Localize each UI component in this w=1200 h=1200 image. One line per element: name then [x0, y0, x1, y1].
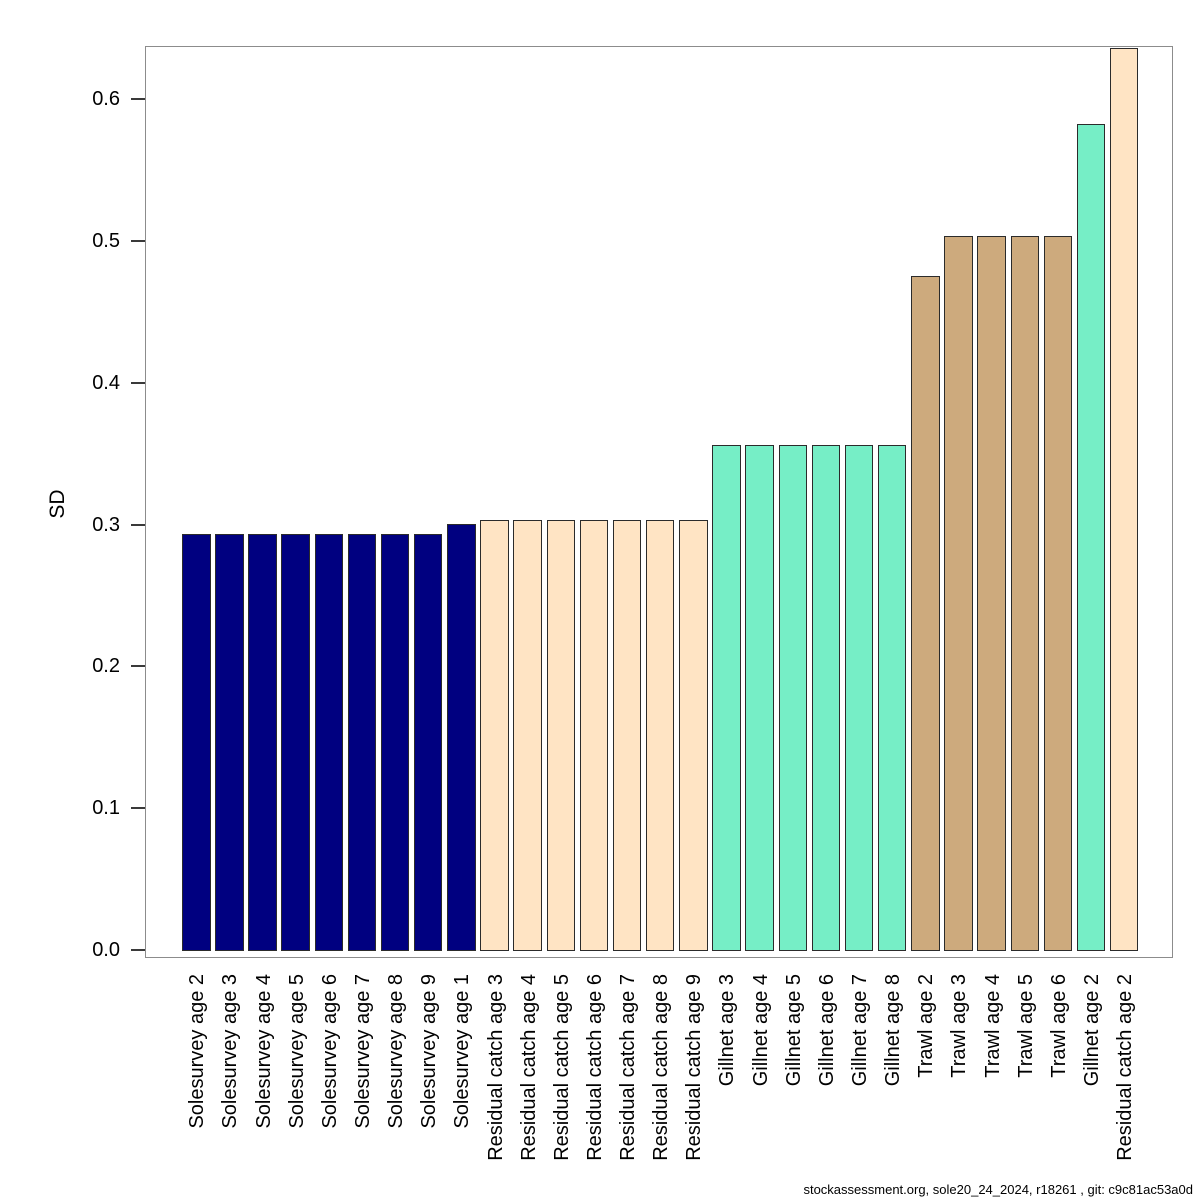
- bar: [844, 444, 874, 951]
- bar: [380, 534, 410, 951]
- x-axis-label: Residual catch age 5: [550, 974, 573, 1161]
- bar: [1076, 124, 1106, 951]
- bar: [811, 444, 841, 951]
- bar: [314, 534, 344, 951]
- bar: [712, 444, 741, 951]
- bar: [513, 519, 542, 951]
- x-axis-label: Residual catch age 6: [583, 974, 606, 1161]
- y-tick-label: 0.2: [92, 655, 120, 678]
- x-axis-label: Solesurvey age 6: [318, 974, 341, 1129]
- bar: [778, 444, 808, 951]
- bar: [546, 519, 576, 951]
- x-axis-label: Trawl age 2: [915, 974, 938, 1078]
- bar: [679, 519, 708, 951]
- bar: [745, 444, 774, 951]
- bar: [877, 444, 907, 951]
- x-axis-label: Residual catch age 4: [517, 974, 540, 1161]
- x-axis-label: Solesurvey age 9: [418, 974, 441, 1129]
- x-axis-label: Gillnet age 3: [716, 974, 739, 1087]
- x-axis-label: Solesurvey age 3: [219, 974, 242, 1129]
- y-tick-label: 0.0: [92, 939, 120, 961]
- bar: [1010, 236, 1039, 951]
- x-axis-label: Solesurvey age 8: [385, 974, 408, 1129]
- x-axis-label: Gillnet age 2: [1081, 974, 1104, 1087]
- bar: [612, 519, 642, 951]
- x-axis-label: Residual catch age 9: [683, 974, 706, 1161]
- bar: [645, 519, 675, 951]
- footer-credit: stockassessment.org, sole20_24_2024, r18…: [803, 1182, 1193, 1197]
- bar: [977, 236, 1006, 951]
- x-axis-label: Gillnet age 5: [782, 974, 805, 1087]
- x-axis-label: Trawl age 6: [1047, 974, 1070, 1078]
- x-axis-label: Gillnet age 6: [815, 974, 838, 1087]
- x-axis-label: Trawl age 4: [981, 974, 1004, 1078]
- y-tick: [131, 523, 145, 526]
- x-axis-label: Trawl age 3: [948, 974, 971, 1078]
- x-axis-label: Solesurvey age 7: [351, 974, 374, 1129]
- x-axis-label: Solesurvey age 4: [252, 974, 275, 1129]
- bar: [944, 236, 973, 951]
- y-tick-label: 0.3: [92, 513, 120, 536]
- bar: [579, 519, 609, 951]
- x-axis-label: Residual catch age 7: [617, 974, 640, 1161]
- bar: [911, 276, 940, 951]
- bar: [480, 519, 509, 951]
- bar: [413, 534, 443, 951]
- y-tick-label: 0.1: [92, 797, 120, 820]
- y-tick: [131, 240, 145, 242]
- bar: [1109, 47, 1139, 951]
- y-tick: [131, 381, 145, 384]
- x-axis-label: Solesurvey age 2: [186, 974, 209, 1129]
- x-axis-label: Residual catch age 2: [1114, 974, 1137, 1161]
- bar: [281, 534, 310, 951]
- y-tick-label: 0.4: [92, 371, 120, 394]
- bar: [447, 524, 476, 951]
- y-tick-label: 0.5: [92, 230, 120, 252]
- y-tick: [131, 807, 145, 810]
- plot-box: [145, 46, 1173, 958]
- x-axis-label: Gillnet age 7: [849, 974, 872, 1087]
- bar: [215, 534, 244, 951]
- x-axis-label: Trawl age 5: [1014, 974, 1037, 1078]
- y-tick: [131, 665, 145, 668]
- x-axis-label: Solesurvey age 1: [451, 974, 474, 1129]
- x-axis-label: Residual catch age 8: [650, 974, 673, 1161]
- bar: [248, 534, 277, 951]
- x-axis-label: Gillnet age 4: [749, 974, 772, 1087]
- x-axis-label: Solesurvey age 5: [285, 974, 308, 1129]
- x-axis-label: Gillnet age 8: [882, 974, 905, 1087]
- y-tick: [131, 949, 145, 951]
- bar: [182, 534, 211, 951]
- x-axis-label: Residual catch age 3: [484, 974, 507, 1161]
- bar: [1043, 236, 1073, 951]
- y-tick-label: 0.6: [92, 88, 120, 111]
- bar: [347, 534, 377, 951]
- y-tick: [131, 98, 145, 101]
